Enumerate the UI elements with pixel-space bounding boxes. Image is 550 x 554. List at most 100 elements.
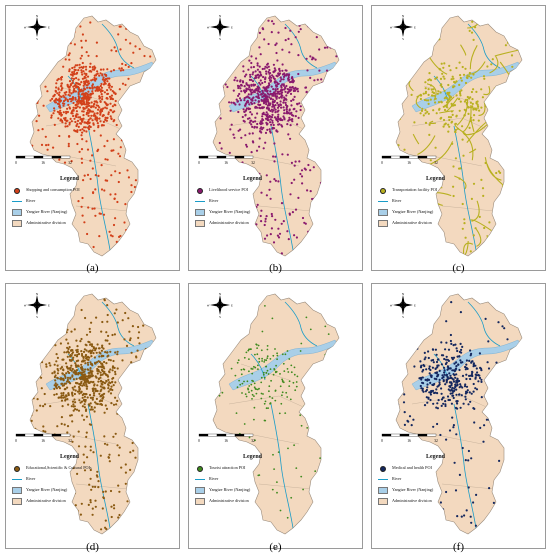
poi-point [469,515,472,518]
poi-point [37,90,40,93]
poi-point [67,54,70,57]
poi-point [55,360,58,363]
poi-point [450,402,453,405]
poi-point [252,65,255,69]
poi-point [51,97,54,100]
poi-point [151,448,154,451]
poi-point [434,348,437,351]
poi-point [76,509,79,512]
poi-point [61,405,64,408]
poi-point [510,498,513,502]
poi-point [147,86,150,89]
poi-point [269,402,272,404]
poi-point [85,121,88,124]
poi-point [119,69,122,72]
poi-point [84,65,88,68]
poi-point [254,70,257,73]
poi-point [224,83,227,86]
legend-poi: Medical and health POI [378,463,473,474]
poi-point [118,513,121,517]
poi-point [138,407,141,410]
poi-point [48,362,51,365]
poi-point [98,97,101,100]
poi-point [68,94,71,97]
poi-point [83,94,86,97]
poi-point [67,449,70,452]
poi-point [93,74,96,77]
poi-point [258,81,261,84]
poi-point [108,460,111,463]
poi-point [79,57,82,60]
nanjing-map [395,293,523,535]
legend-poi: Tourist attraction POI [195,463,290,474]
poi-point [82,179,85,182]
poi-point [333,112,336,115]
poi-point [48,67,51,70]
poi-point [296,87,299,90]
poi-point [250,151,253,154]
poi-point [443,62,446,65]
poi-point [85,377,88,380]
poi-point [53,393,56,396]
poi-point [232,133,235,136]
transport-route [396,227,405,240]
poi-point [431,35,435,38]
poi-point [456,355,459,358]
poi-point [93,356,96,359]
poi-point [65,362,68,365]
compass-letter: N [219,14,222,18]
poi-point [447,398,450,402]
poi-point [83,75,86,78]
transport-route [417,135,436,155]
poi-point [101,383,104,386]
poi-point [66,386,69,389]
poi-point [266,234,269,237]
poi-point [434,367,437,370]
poi-point [245,89,248,92]
poi-point [251,132,254,135]
poi-point [260,349,263,352]
poi-point [98,117,101,120]
legend-yangtze-symbol [378,487,388,494]
poi-point [502,215,505,218]
poi-point [124,63,127,67]
poi-point [304,86,307,89]
poi-point [134,478,137,481]
poi-point [55,51,58,54]
poi-point [440,85,443,88]
poi-point [92,451,95,454]
poi-point [109,392,113,395]
poi-point [62,65,65,68]
poi-point [248,391,250,394]
poi-point [289,193,292,196]
poi-point [445,438,448,441]
poi-point [271,121,274,124]
poi-point [298,160,301,163]
poi-point [143,54,146,58]
poi-point [436,385,439,388]
poi-point [66,355,69,358]
poi-point [134,485,137,488]
poi-point [233,102,236,105]
poi-point [68,135,71,138]
poi-point [269,368,272,370]
poi-point [487,340,490,343]
poi-point [295,381,298,383]
poi-point [293,95,296,98]
poi-point [467,403,470,406]
poi-point [256,68,259,71]
poi-point [107,383,110,386]
poi-point [463,514,466,517]
legend-poi-label: Shopping and consumption POI [26,187,80,193]
poi-point [422,92,425,95]
poi-point [494,23,497,27]
poi-point [150,194,153,197]
scale-tick-label: 0 [15,161,17,165]
poi-point [68,107,72,110]
poi-point [429,398,432,402]
poi-point [495,361,498,364]
poi-point [320,78,323,81]
poi-point [237,232,240,236]
poi-point [277,236,281,239]
poi-point [245,39,248,42]
